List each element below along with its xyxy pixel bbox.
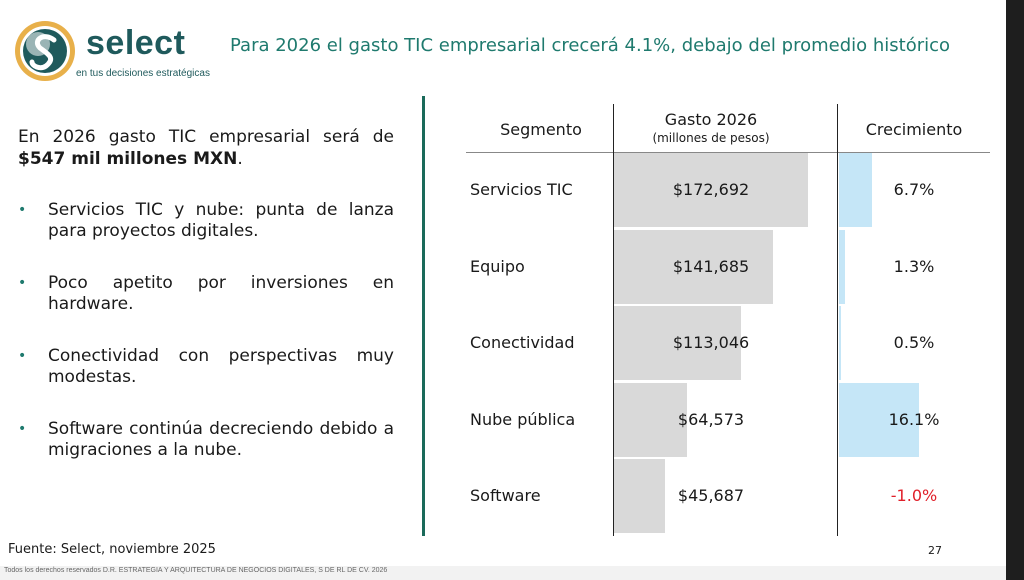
growth-bar [839, 382, 919, 457]
growth-value: -1.0% [890, 486, 938, 506]
bullet-text: Software continúa decreciendo debido a m… [48, 419, 394, 460]
page-number: 27 [928, 544, 942, 557]
growth-bar [839, 153, 873, 227]
gasto-value: $113,046 [672, 333, 750, 353]
logo-wordmark: select [86, 24, 186, 62]
select-logo-icon [15, 21, 75, 81]
segment-name: Nube pública [470, 409, 576, 429]
bullet-icon: • [18, 275, 27, 291]
gasto-value: $45,687 [677, 486, 745, 506]
gasto-bar [614, 306, 741, 381]
bullet-list: • Servicios TIC y nube: punta de lanza pa… [18, 200, 394, 461]
bullet-text: Poco apetito por inversiones en hardware… [48, 273, 394, 314]
bullet-item: • Conectividad con perspectivas muy modes… [18, 346, 394, 388]
bullet-text: Conectividad con perspectivas muy modest… [48, 346, 394, 387]
bullet-icon: • [18, 421, 27, 437]
header-gasto-units: (millones de pesos) [652, 131, 770, 145]
growth-value: 0.5% [893, 333, 935, 353]
growth-bar [839, 229, 846, 304]
gasto-bar [614, 382, 687, 457]
lead-total-amount: $547 mil millones MXN [18, 149, 238, 169]
select-logo: select en tus decisiones estratégicas [14, 20, 210, 82]
gasto-column-rule [613, 104, 614, 536]
growth-column-rule [837, 104, 838, 536]
copyright-notice: Todos los derechos reservados D.R. ESTRA… [4, 567, 388, 574]
gasto-value: $172,692 [672, 180, 750, 199]
growth-value: 6.7% [893, 180, 935, 199]
growth-value: 16.1% [888, 409, 940, 429]
segment-name: Conectividad [470, 333, 575, 353]
lead-prefix: En 2026 gasto TIC empresarial será de [18, 127, 394, 147]
segment-name: Equipo [470, 256, 525, 276]
bullet-icon: • [18, 202, 27, 218]
gasto-bar [614, 153, 808, 227]
bullet-text: Servicios TIC y nube: punta de lanza par… [48, 200, 394, 241]
slide-title: Para 2026 el gasto TIC empresarial crece… [230, 35, 951, 56]
spending-table: Segmento Gasto 2026 (millones de pesos) … [466, 104, 990, 536]
column-divider [422, 96, 425, 536]
header-crecimiento: Crecimiento [865, 120, 963, 139]
gasto-bar [614, 229, 774, 304]
header-rule [466, 152, 990, 153]
lead-suffix: . [237, 149, 243, 169]
bullet-item: • Servicios TIC y nube: punta de lanza pa… [18, 200, 394, 242]
source-note: Fuente: Select, noviembre 2025 [8, 542, 216, 557]
lead-paragraph: En 2026 gasto TIC empresarial será de $5… [18, 126, 394, 170]
bullet-icon: • [18, 348, 27, 364]
header-segment: Segmento [500, 120, 582, 139]
gasto-bar [614, 459, 666, 534]
growth-value: 1.3% [893, 256, 935, 276]
header-gasto-label: Gasto 2026 [664, 110, 758, 129]
summary-column: En 2026 gasto TIC empresarial será de $5… [18, 126, 394, 492]
segment-name: Software [470, 486, 541, 506]
growth-bar [839, 306, 842, 381]
gasto-value: $64,573 [677, 409, 745, 429]
gasto-value: $141,685 [672, 256, 750, 276]
logo-tagline: en tus decisiones estratégicas [76, 68, 210, 79]
window-frame-bottom [0, 566, 1006, 580]
header-gasto: Gasto 2026 (millones de pesos) [614, 110, 808, 145]
bullet-item: • Poco apetito por inversiones en hardwar… [18, 273, 394, 315]
segment-name: Servicios TIC [470, 180, 573, 199]
bullet-item: • Software continúa decreciendo debido a … [18, 419, 394, 461]
window-frame-right [1006, 0, 1024, 580]
